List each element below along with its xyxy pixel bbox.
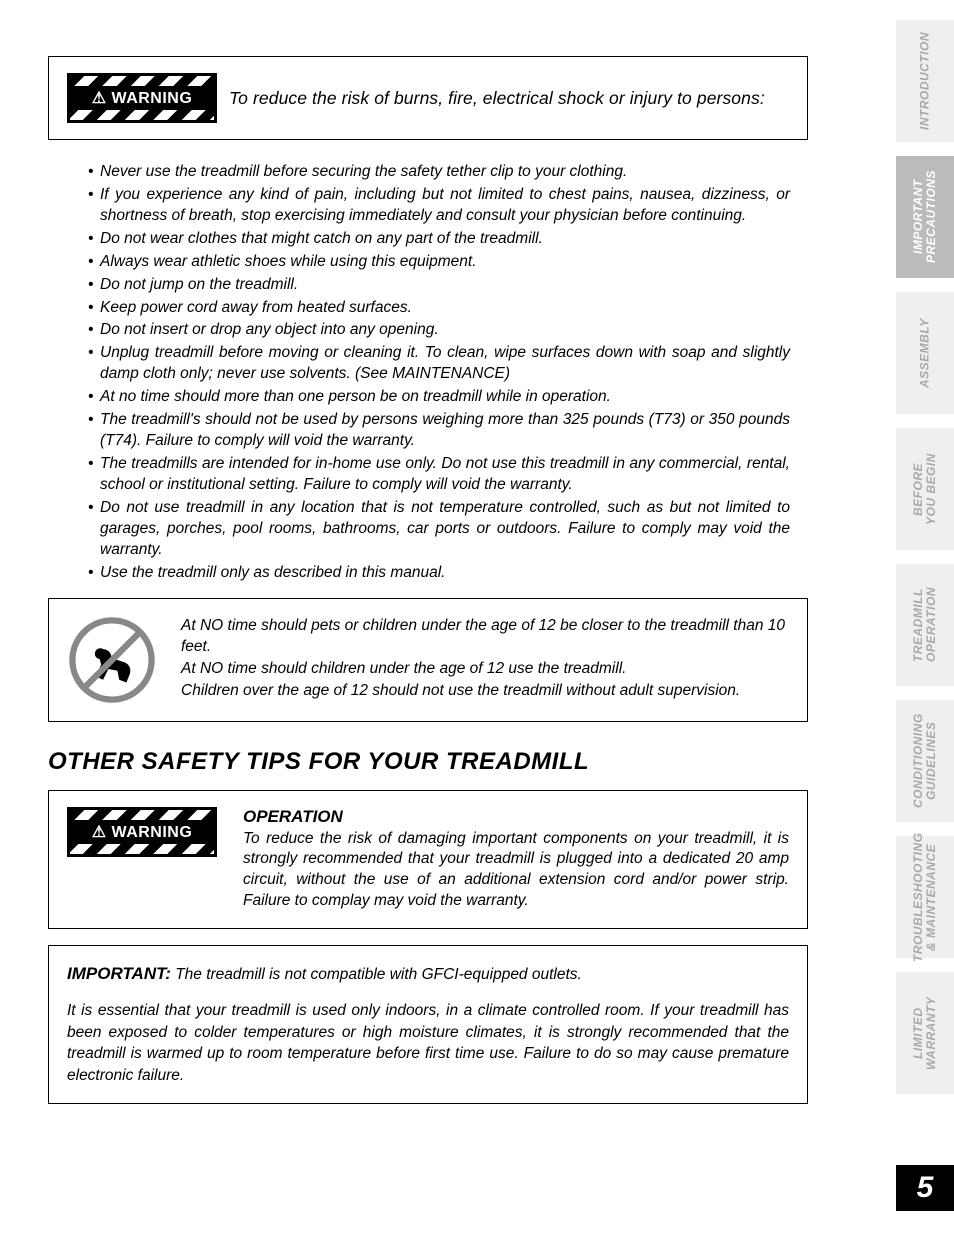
important-p1-text: The treadmill is not compatible with GFC… xyxy=(175,966,582,983)
pet-line-2: At NO time should children under the age… xyxy=(181,658,789,680)
warning-bullet: Unplug treadmill before moving or cleani… xyxy=(88,343,790,385)
warning-bullet: At no time should more than one person b… xyxy=(88,387,790,408)
section-tab[interactable]: ASSEMBLY xyxy=(896,292,954,414)
operation-body: To reduce the risk of damaging important… xyxy=(243,829,789,913)
warning-bullet: If you experience any kind of pain, incl… xyxy=(88,185,790,227)
pet-warning-text: At NO time should pets or children under… xyxy=(181,615,789,702)
section-tab[interactable]: LIMITED WARRANTY xyxy=(896,972,954,1094)
section-tabs-sidebar: INTRODUCTION IMPORTANT PRECAUTIONS ASSEMBL… xyxy=(896,20,954,1170)
section-tab[interactable]: BEFORE YOU BEGIN xyxy=(896,428,954,550)
important-p2: It is essential that your treadmill is u… xyxy=(67,1000,789,1087)
warning-intro-text: To reduce the risk of burns, fire, elect… xyxy=(229,88,765,109)
operation-box: OPERATION To reduce the risk of damaging… xyxy=(48,790,808,930)
warning-bullet: Use the treadmill only as described in t… xyxy=(88,563,790,584)
warning-bullet: The treadmills are intended for in-home … xyxy=(88,454,790,496)
warning-icon xyxy=(67,73,217,123)
warning-icon xyxy=(67,807,217,857)
pet-child-warning-box: At NO time should pets or children under… xyxy=(48,598,808,722)
pet-line-1: At NO time should pets or children under… xyxy=(181,615,789,658)
warning-bullet: Do not insert or drop any object into an… xyxy=(88,320,790,341)
section-tab[interactable]: INTRODUCTION xyxy=(896,20,954,142)
warning-bullet: Keep power cord away from heated surface… xyxy=(88,298,790,319)
warning-bullet: Never use the treadmill before securing … xyxy=(88,162,790,183)
important-box: IMPORTANT: The treadmill is not compatib… xyxy=(48,945,808,1104)
warning-bullet: Do not use treadmill in any location tha… xyxy=(88,498,790,561)
warning-intro-box: To reduce the risk of burns, fire, elect… xyxy=(48,56,808,140)
page-number: 5 xyxy=(896,1165,954,1211)
pet-line-3: Children over the age of 12 should not u… xyxy=(181,680,789,702)
operation-heading: OPERATION xyxy=(243,807,789,827)
warning-bullet: The treadmill's should not be used by pe… xyxy=(88,410,790,452)
section-tab[interactable]: TREADMILL OPERATION xyxy=(896,564,954,686)
section-tab[interactable]: CONDITIONING GUIDELINES xyxy=(896,700,954,822)
section-tab[interactable]: IMPORTANT PRECAUTIONS xyxy=(896,156,954,278)
page-content: To reduce the risk of burns, fire, elect… xyxy=(48,56,808,1120)
important-label: IMPORTANT: xyxy=(67,964,171,983)
section-tab[interactable]: TROUBLESHOOTING & MAINTENANCE xyxy=(896,836,954,958)
no-pets-icon xyxy=(67,615,157,705)
warning-bullet: Do not wear clothes that might catch on … xyxy=(88,229,790,250)
important-p1: IMPORTANT: The treadmill is not compatib… xyxy=(67,962,789,986)
warning-bullet-list: Never use the treadmill before securing … xyxy=(48,156,808,584)
warning-bullet: Always wear athletic shoes while using t… xyxy=(88,252,790,273)
warning-bullet: Do not jump on the treadmill. xyxy=(88,275,790,296)
section-title-other-safety: OTHER SAFETY TIPS FOR YOUR TREADMILL xyxy=(48,748,808,776)
